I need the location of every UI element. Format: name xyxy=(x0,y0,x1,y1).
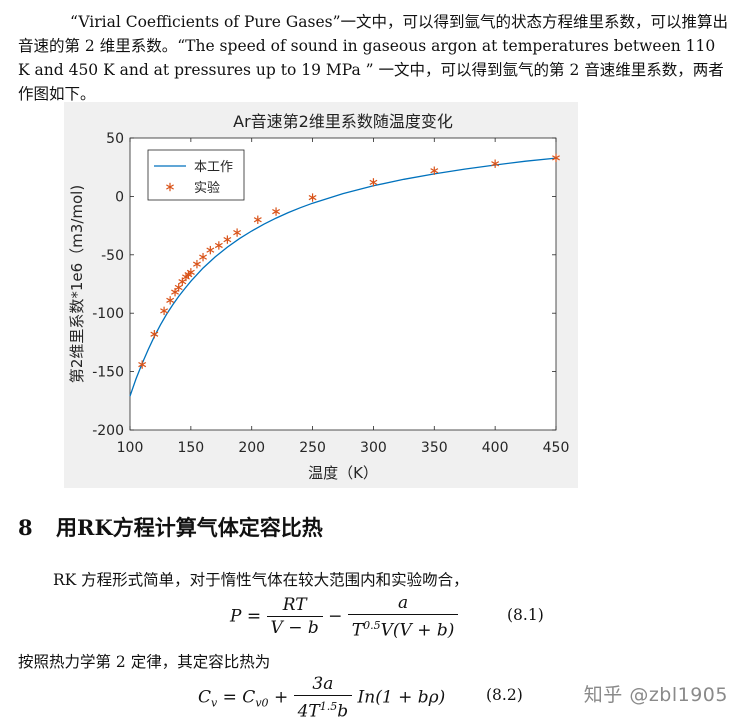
data-point-experiment xyxy=(253,215,262,224)
data-point-experiment xyxy=(308,193,317,202)
y-axis-label: 第2维里系数*1e6（m3/mol) xyxy=(68,185,86,383)
eq1-den-rest: V(V + b) xyxy=(380,620,455,641)
eq1-minus: − xyxy=(328,606,343,627)
data-point-experiment xyxy=(369,178,378,187)
x-tick-label: 250 xyxy=(299,440,326,456)
eq2-lhs-sub: v xyxy=(211,696,218,710)
eq2-plus: + xyxy=(273,687,289,708)
x-tick-label: 200 xyxy=(238,440,265,456)
eq2-den-b: b xyxy=(337,701,349,722)
data-point-experiment xyxy=(192,259,201,269)
eq1-frac1-den: V − b xyxy=(270,618,319,639)
eq1-equals: = xyxy=(246,606,262,627)
data-point-experiment xyxy=(214,241,223,250)
section-number: 8 xyxy=(18,515,33,540)
x-tick-label: 400 xyxy=(482,440,509,456)
data-point-experiment xyxy=(491,159,500,168)
eq2-equals: = xyxy=(222,687,237,708)
chart-svg: Ar音速第2维里系数随温度变化 100 150 200 250 300 350 400 450 5… xyxy=(68,112,570,482)
series-line-theory xyxy=(129,157,557,397)
y-tick-label: 50 xyxy=(106,131,124,147)
chart-title: Ar音速第2维里系数随温度变化 xyxy=(233,112,453,131)
second-law-paragraph: 按照热力学第 2 定律，其定容比热为 xyxy=(18,653,271,671)
x-axis-label: 温度（K） xyxy=(308,464,378,482)
legend-label-theory: 本工作 xyxy=(194,160,233,175)
eq2-frac-num: 3a xyxy=(293,673,353,696)
eq1-fraction-1: RT V − b xyxy=(266,594,323,639)
equation-number-8-1: (8.1) xyxy=(507,606,544,624)
data-point-experiment xyxy=(206,245,215,255)
data-point-experiment xyxy=(166,296,175,305)
eq1-fraction-2: a T0.5V(V + b) xyxy=(347,592,459,642)
data-point-experiment xyxy=(199,252,207,262)
data-point-experiment xyxy=(138,360,147,369)
data-point-experiment xyxy=(186,268,195,277)
eq2-fraction: 3a 4T1.5b xyxy=(293,673,353,723)
legend-marker-swatch xyxy=(166,182,174,192)
eq1-den-exp: 0.5 xyxy=(363,619,381,632)
eq2-lhs: C xyxy=(198,687,212,708)
eq1-den-t: T xyxy=(351,620,364,641)
eq1-frac2-den: T0.5V(V + b) xyxy=(348,615,459,642)
y-tick-label: -200 xyxy=(92,423,124,439)
watermark: 知乎 @zbl1905 xyxy=(583,684,728,706)
rk-intro-paragraph: RK 方程形式简单，对于惰性气体在较大范围内和实验吻合， xyxy=(53,571,469,589)
y-tick-label: 0 xyxy=(115,189,124,205)
eq2-frac-den: 4T1.5b xyxy=(294,696,353,723)
x-tick-label: 150 xyxy=(177,440,204,456)
eq2-c0-sub: v0 xyxy=(255,696,269,710)
chart-figure: Ar音速第2维里系数随温度变化 100 150 200 250 300 350 400 450 5… xyxy=(64,102,578,488)
y-tick-label: -50 xyxy=(101,248,124,264)
equation-number-8-2: (8.2) xyxy=(486,686,523,704)
data-point-experiment xyxy=(430,166,439,175)
eq2-log-term: In(1 + bρ) xyxy=(357,687,446,708)
legend-box xyxy=(147,149,245,201)
y-tick-label: -150 xyxy=(92,365,124,381)
legend-label-experiment: 实验 xyxy=(194,180,220,196)
equation-8-1: P = RT V − b − a T0.5V(V + b) xyxy=(230,592,459,642)
eq1-frac1-num: RT xyxy=(266,594,323,618)
data-point-experiment xyxy=(552,153,560,163)
x-tick-label: 450 xyxy=(543,440,570,456)
data-point-experiment xyxy=(233,228,242,237)
equation-8-2: Cv = Cv0 + 3a 4T1.5b In(1 + bρ) xyxy=(198,673,445,723)
data-point-experiment xyxy=(272,207,281,216)
data-point-experiment xyxy=(160,306,169,316)
x-tick-label: 350 xyxy=(421,440,448,456)
data-point-experiment xyxy=(150,330,159,339)
section-title: 用RK方程计算气体定容比热 xyxy=(56,515,323,540)
eq2-den-exp: 1.5 xyxy=(319,700,338,713)
eq2-c0: C xyxy=(242,687,256,708)
eq1-lhs: P xyxy=(230,606,242,627)
x-tick-label: 100 xyxy=(117,440,144,456)
y-tick-label: -100 xyxy=(92,306,124,322)
x-tick-label: 300 xyxy=(360,440,387,456)
data-point-experiment xyxy=(174,283,183,292)
intro-paragraph: “Virial Coefficients of Pure Gases”一文中，可… xyxy=(18,13,729,103)
eq2-den-t: 4T xyxy=(297,701,320,722)
data-point-experiment xyxy=(223,235,232,244)
eq1-frac2-num: a xyxy=(347,592,459,615)
section-heading: 8 用RK方程计算气体定容比热 xyxy=(18,512,323,542)
